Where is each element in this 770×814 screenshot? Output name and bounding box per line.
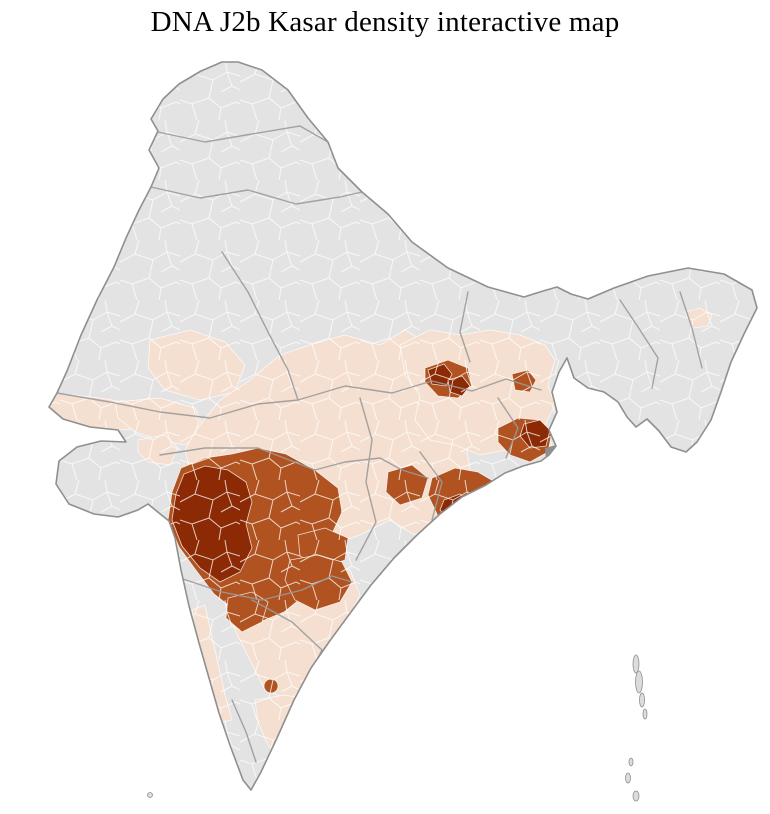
- state-border-line: [157, 125, 329, 143]
- state-border-line: [459, 291, 471, 363]
- andaman-nicobar-islands: [147, 654, 648, 802]
- island[interactable]: [147, 792, 153, 798]
- state-border-line: [179, 575, 353, 601]
- state-border-line: [150, 186, 363, 205]
- state-border-line: [355, 397, 377, 561]
- district-texture-overlay: [49, 62, 757, 790]
- state-border-line: [619, 299, 659, 389]
- state-border-line: [679, 291, 703, 369]
- island[interactable]: [625, 772, 631, 784]
- island[interactable]: [642, 708, 648, 720]
- island[interactable]: [639, 692, 645, 708]
- island[interactable]: [628, 757, 634, 767]
- island[interactable]: [632, 790, 640, 802]
- island[interactable]: [632, 654, 640, 674]
- state-borders: [56, 125, 703, 763]
- state-border-line: [56, 392, 299, 419]
- map-title: DNA J2b Kasar density interactive map: [150, 6, 620, 38]
- state-border-line: [231, 699, 257, 763]
- island[interactable]: [635, 670, 643, 694]
- map-body: [49, 62, 757, 790]
- state-border-line: [221, 251, 299, 401]
- state-border-line: [159, 447, 429, 479]
- state-border-line: [297, 378, 542, 401]
- state-border-line: [497, 397, 519, 459]
